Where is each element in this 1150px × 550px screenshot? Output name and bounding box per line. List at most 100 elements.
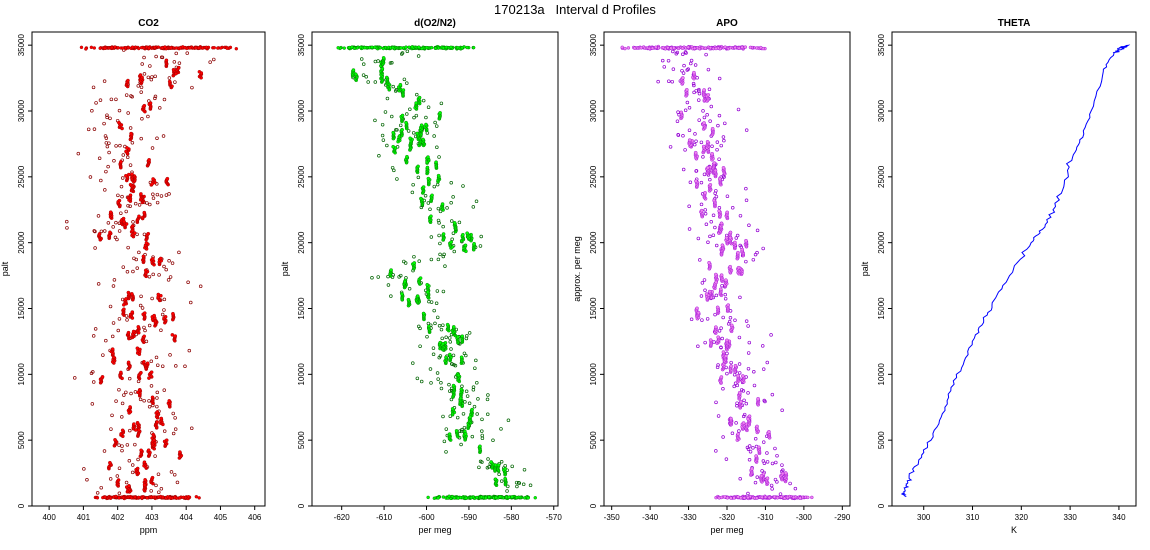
level-band-point (160, 46, 165, 50)
scatter-point (732, 372, 737, 377)
cluster-point (757, 445, 761, 450)
scatter-point (177, 61, 182, 65)
y-tick-label: 20000 (877, 231, 886, 254)
scatter-point (471, 205, 476, 209)
cluster-point (389, 268, 393, 272)
x-tick-label: -310 (757, 513, 774, 522)
cluster-point (130, 228, 135, 233)
level-band-point (732, 496, 736, 500)
scatter-point (706, 67, 711, 72)
scatter-point (153, 454, 157, 458)
scatter-point (517, 481, 522, 485)
level-band-point (116, 46, 120, 50)
cluster-point (716, 335, 721, 340)
cluster-point (421, 185, 426, 189)
cluster-point (152, 438, 156, 442)
scatter-point (381, 138, 386, 142)
cluster-point (405, 154, 409, 159)
scatter-point (701, 109, 705, 113)
scatter-point (722, 138, 726, 143)
scatter-point (703, 208, 708, 212)
scatter-point (76, 151, 81, 156)
scatter-point (738, 243, 742, 248)
panel-title: d(O2/N2) (414, 18, 456, 29)
scatter-point (452, 362, 456, 367)
scatter-point (424, 115, 428, 120)
level-band-point (623, 46, 627, 51)
level-band-point (342, 46, 346, 50)
level-band-point (449, 45, 453, 49)
scatter-point (467, 401, 472, 405)
scatter-point (685, 68, 689, 72)
cluster-point (707, 289, 712, 294)
cluster-point (135, 466, 140, 471)
level-band-point (234, 47, 239, 51)
scatter-point (715, 147, 719, 152)
scatter-point (687, 106, 692, 110)
scatter-point (721, 135, 726, 139)
cluster-point (391, 130, 396, 135)
cluster-point (756, 396, 760, 401)
scatter-point (714, 243, 719, 248)
scatter-point (707, 87, 712, 92)
cluster-point (452, 221, 457, 225)
scatter-point (479, 234, 483, 239)
scatter-point (421, 98, 426, 103)
scatter-point (104, 169, 108, 174)
level-band-point (197, 46, 201, 50)
scatter-point (744, 319, 749, 323)
cluster-point (121, 216, 126, 221)
cluster-point (119, 370, 123, 375)
x-tick-label: -620 (334, 513, 351, 522)
cluster-point (167, 399, 172, 403)
cluster-point (419, 196, 423, 201)
scatter-point (462, 351, 467, 356)
level-band-point (183, 495, 188, 500)
scatter-point (737, 429, 741, 433)
cluster-point (737, 390, 742, 395)
panel-3: APO per meg approx. per meg -350 -340 -330 -32… (572, 18, 851, 535)
cluster-point (739, 400, 743, 404)
scatter-point (212, 57, 216, 62)
scatter-point (155, 192, 160, 197)
cluster-point (135, 346, 140, 351)
scatter-point (748, 449, 753, 454)
level-band-point (147, 46, 151, 50)
x-tick-label: -300 (796, 513, 813, 522)
scatter-point (119, 184, 124, 189)
scatter-point (670, 79, 674, 84)
scatter-point (683, 148, 687, 152)
level-band-point (103, 46, 107, 51)
scatter-point (72, 376, 77, 380)
scatter-point (101, 353, 105, 357)
cluster-point (124, 173, 128, 178)
level-band-point (84, 47, 88, 51)
scatter-point (441, 414, 445, 419)
cluster-point (744, 238, 748, 243)
level-band-point (719, 495, 724, 500)
scatter-point (668, 145, 673, 149)
scatter-point (765, 360, 770, 365)
scatter-point (361, 73, 366, 77)
scatter-point (112, 278, 117, 282)
scatter-point (153, 94, 158, 99)
scatter-point (721, 387, 725, 391)
cluster-point (724, 278, 728, 282)
scatter-point (432, 134, 436, 138)
scatter-point (92, 127, 97, 131)
cluster-point (740, 247, 745, 252)
scatter-point (742, 398, 746, 403)
scatter-point (108, 304, 113, 309)
scatter-point (114, 220, 118, 225)
level-band-point (806, 495, 810, 500)
level-band-point (174, 46, 179, 50)
scatter-point (427, 299, 431, 304)
scatter-point (139, 90, 143, 94)
level-band-point (686, 45, 690, 49)
level-band-point (137, 46, 141, 51)
cluster-point (155, 410, 160, 414)
cluster-point (142, 334, 147, 339)
scatter-point (433, 321, 437, 326)
level-band-point (103, 495, 107, 499)
level-band-point (507, 495, 511, 499)
